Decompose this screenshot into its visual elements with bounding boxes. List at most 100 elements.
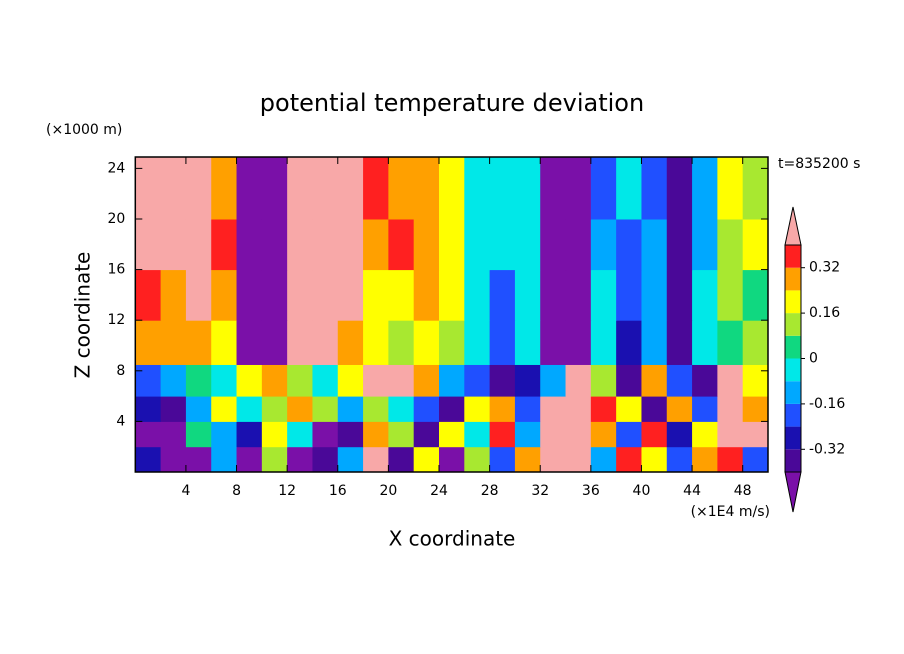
contour-cell xyxy=(388,269,415,321)
x-tick-label: 16 xyxy=(329,483,347,499)
contour-cell xyxy=(565,157,592,220)
contour-cell xyxy=(666,218,693,271)
contour-cell xyxy=(464,269,491,321)
contour-cell xyxy=(211,446,238,473)
contour-cell xyxy=(464,396,491,422)
contour-cell xyxy=(666,446,693,473)
contour-cell xyxy=(135,421,162,448)
contour-cell xyxy=(489,157,516,220)
contour-cell xyxy=(363,269,389,321)
contour-cell xyxy=(337,364,364,397)
contour-cell xyxy=(160,269,187,321)
contour-cell xyxy=(236,396,263,422)
colorbar-tick-label: 0 xyxy=(809,351,818,367)
contour-cell xyxy=(160,364,187,397)
contour-cell xyxy=(211,269,238,321)
contour-cell xyxy=(135,446,162,473)
contour-cell xyxy=(160,218,187,271)
contour-cell xyxy=(363,364,389,397)
contour-cell xyxy=(185,396,212,422)
contour-cell xyxy=(464,320,491,365)
contour-cell xyxy=(666,396,693,422)
contour-cell xyxy=(261,218,288,271)
contour-cell xyxy=(363,421,389,448)
contour-cell xyxy=(514,218,541,271)
contour-cell xyxy=(185,446,212,473)
contour-cell xyxy=(540,421,567,448)
colorbar-band xyxy=(785,267,801,291)
contour-cell xyxy=(312,269,339,321)
contour-cell xyxy=(312,446,339,473)
contour-cell xyxy=(717,446,744,473)
contour-cell xyxy=(565,269,592,321)
y-tick-label: 20 xyxy=(107,211,125,227)
contour-cell xyxy=(590,421,617,448)
contour-cell xyxy=(565,320,592,365)
contour-cell xyxy=(540,320,567,365)
contour-cell xyxy=(641,364,668,397)
contour-cell xyxy=(742,446,769,473)
contour-cell xyxy=(185,364,212,397)
contour-cell xyxy=(540,364,567,397)
contour-cell xyxy=(363,320,389,365)
contour-cell xyxy=(211,396,238,422)
contour-cell xyxy=(666,157,693,220)
contour-cell xyxy=(135,364,162,397)
contour-cell xyxy=(616,269,642,321)
x-tick-label: 48 xyxy=(734,483,752,499)
contour-cell xyxy=(312,157,339,220)
contour-cell xyxy=(666,320,693,365)
contour-cell xyxy=(261,320,288,365)
contour-cell xyxy=(489,396,516,422)
contour-cell xyxy=(236,269,263,321)
contour-cell xyxy=(261,421,288,448)
contour-cell xyxy=(464,218,491,271)
contour-cell xyxy=(666,364,693,397)
colorbar-over xyxy=(784,206,802,246)
colorbar-under xyxy=(784,471,802,513)
contour-cell xyxy=(160,320,187,365)
contour-cell xyxy=(616,421,642,448)
contour-cell xyxy=(641,421,668,448)
contour-cell xyxy=(287,421,313,448)
colorbar-tick-label: 0.16 xyxy=(809,305,840,321)
contour-cell xyxy=(438,364,465,397)
contour-cell xyxy=(590,364,617,397)
x-tick-label: 20 xyxy=(379,483,397,499)
contour-cell xyxy=(514,421,541,448)
contour-cell xyxy=(717,218,744,271)
contour-cell xyxy=(514,446,541,473)
contour-cell xyxy=(489,269,516,321)
contour-cell xyxy=(438,421,465,448)
y-tick-label: 24 xyxy=(107,160,125,176)
contour-cell xyxy=(413,396,440,422)
contour-cell xyxy=(540,396,567,422)
contour-cell xyxy=(413,421,440,448)
contour-cell xyxy=(388,218,415,271)
contour-cell xyxy=(742,396,769,422)
contour-cell xyxy=(540,157,567,220)
contour-cell xyxy=(287,396,313,422)
y-tick-label: 8 xyxy=(116,363,125,379)
contour-cell xyxy=(742,364,769,397)
contour-cell xyxy=(438,157,465,220)
colorbar-band xyxy=(785,426,801,450)
contour-cell xyxy=(261,269,288,321)
contour-cell xyxy=(185,269,212,321)
contour-cell xyxy=(388,364,415,397)
contour-cell xyxy=(590,218,617,271)
contour-cell xyxy=(312,320,339,365)
contour-cell xyxy=(514,364,541,397)
chart-title: potential temperature deviation xyxy=(260,89,644,117)
x-tick-label: 36 xyxy=(582,483,600,499)
contour-cell xyxy=(641,396,668,422)
contour-cell xyxy=(211,218,238,271)
y-unit: (×1000 m) xyxy=(46,122,122,138)
contour-cell xyxy=(464,446,491,473)
contour-cell xyxy=(464,421,491,448)
colorbar-tick-label: -0.32 xyxy=(809,441,845,457)
contour-cell xyxy=(514,320,541,365)
contour-cell xyxy=(438,269,465,321)
contour-cell xyxy=(590,269,617,321)
